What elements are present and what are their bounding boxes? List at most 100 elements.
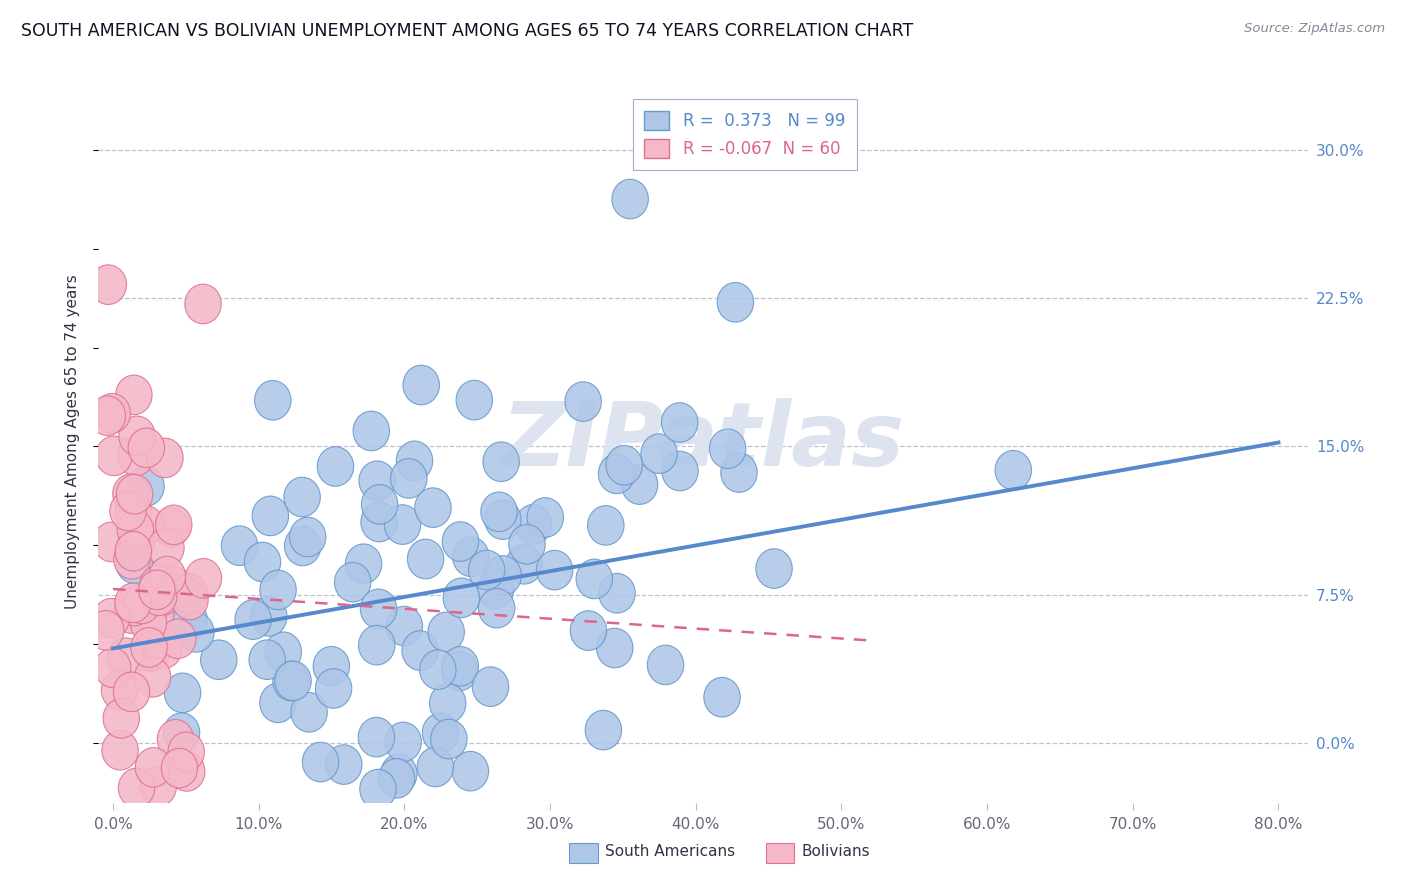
Ellipse shape: [995, 450, 1032, 490]
Ellipse shape: [184, 285, 221, 324]
Ellipse shape: [273, 661, 309, 701]
Ellipse shape: [117, 586, 153, 626]
Ellipse shape: [249, 640, 285, 680]
Ellipse shape: [385, 723, 422, 762]
Ellipse shape: [441, 647, 478, 686]
Ellipse shape: [576, 559, 613, 599]
Ellipse shape: [381, 754, 418, 794]
Ellipse shape: [141, 576, 177, 615]
Ellipse shape: [153, 508, 190, 547]
Ellipse shape: [396, 441, 433, 481]
Ellipse shape: [134, 632, 169, 672]
Ellipse shape: [621, 465, 658, 504]
Ellipse shape: [378, 758, 415, 798]
Y-axis label: Unemployment Among Ages 65 to 74 years: Unemployment Among Ages 65 to 74 years: [65, 274, 80, 609]
Ellipse shape: [661, 402, 697, 442]
Ellipse shape: [408, 539, 444, 579]
Ellipse shape: [107, 638, 143, 677]
Ellipse shape: [441, 651, 478, 690]
Ellipse shape: [235, 599, 271, 640]
Ellipse shape: [427, 612, 464, 652]
Ellipse shape: [90, 265, 127, 304]
Ellipse shape: [110, 491, 146, 531]
Ellipse shape: [149, 557, 186, 596]
Ellipse shape: [201, 640, 238, 680]
Ellipse shape: [314, 647, 350, 686]
Ellipse shape: [112, 474, 149, 514]
Ellipse shape: [134, 631, 170, 670]
Ellipse shape: [516, 505, 551, 544]
Ellipse shape: [346, 544, 382, 583]
Ellipse shape: [402, 631, 439, 671]
Ellipse shape: [114, 672, 149, 712]
Ellipse shape: [127, 505, 163, 545]
Ellipse shape: [599, 454, 634, 493]
Ellipse shape: [422, 713, 458, 753]
Ellipse shape: [596, 628, 633, 668]
Ellipse shape: [148, 528, 184, 567]
Ellipse shape: [139, 570, 176, 609]
Ellipse shape: [139, 566, 176, 605]
Ellipse shape: [165, 673, 201, 713]
Ellipse shape: [118, 768, 155, 808]
Ellipse shape: [254, 381, 291, 420]
Ellipse shape: [159, 619, 195, 658]
Ellipse shape: [250, 597, 287, 636]
Ellipse shape: [266, 632, 301, 672]
Ellipse shape: [118, 436, 155, 475]
Ellipse shape: [482, 442, 519, 482]
Ellipse shape: [186, 558, 222, 599]
Ellipse shape: [112, 594, 149, 633]
Ellipse shape: [588, 506, 624, 545]
Ellipse shape: [252, 496, 288, 536]
Ellipse shape: [103, 698, 139, 739]
Text: ZIPatlas: ZIPatlas: [502, 398, 904, 485]
Ellipse shape: [274, 661, 311, 700]
Ellipse shape: [115, 532, 152, 571]
Ellipse shape: [146, 629, 183, 668]
Ellipse shape: [115, 583, 152, 623]
Ellipse shape: [418, 747, 454, 787]
Legend: R =  0.373   N = 99, R = -0.067  N = 60: R = 0.373 N = 99, R = -0.067 N = 60: [633, 99, 856, 169]
Ellipse shape: [156, 566, 193, 607]
Ellipse shape: [429, 683, 465, 723]
Ellipse shape: [315, 669, 352, 708]
Ellipse shape: [115, 375, 152, 415]
Ellipse shape: [361, 502, 398, 541]
Ellipse shape: [384, 505, 420, 544]
Ellipse shape: [717, 283, 754, 322]
Ellipse shape: [453, 537, 489, 576]
Ellipse shape: [114, 540, 150, 579]
Ellipse shape: [404, 365, 440, 405]
Ellipse shape: [117, 475, 153, 514]
Ellipse shape: [481, 492, 517, 532]
Ellipse shape: [131, 603, 167, 642]
Ellipse shape: [128, 428, 165, 467]
Ellipse shape: [756, 549, 792, 589]
Ellipse shape: [415, 488, 451, 527]
Ellipse shape: [302, 742, 339, 781]
Ellipse shape: [443, 578, 479, 617]
Ellipse shape: [721, 453, 758, 492]
Ellipse shape: [527, 498, 564, 537]
Ellipse shape: [118, 416, 155, 456]
Ellipse shape: [260, 570, 297, 610]
Ellipse shape: [456, 380, 492, 420]
Ellipse shape: [124, 584, 160, 624]
Ellipse shape: [485, 556, 522, 595]
Ellipse shape: [101, 671, 138, 710]
Ellipse shape: [89, 396, 125, 435]
Ellipse shape: [284, 526, 321, 566]
Ellipse shape: [506, 544, 543, 584]
Ellipse shape: [662, 451, 699, 491]
Ellipse shape: [585, 710, 621, 750]
Ellipse shape: [485, 500, 522, 540]
Ellipse shape: [150, 577, 187, 616]
Ellipse shape: [260, 683, 297, 723]
Ellipse shape: [156, 505, 193, 545]
Ellipse shape: [167, 732, 204, 772]
Ellipse shape: [326, 745, 361, 784]
Ellipse shape: [472, 667, 509, 706]
Ellipse shape: [359, 717, 395, 757]
Ellipse shape: [318, 447, 354, 486]
